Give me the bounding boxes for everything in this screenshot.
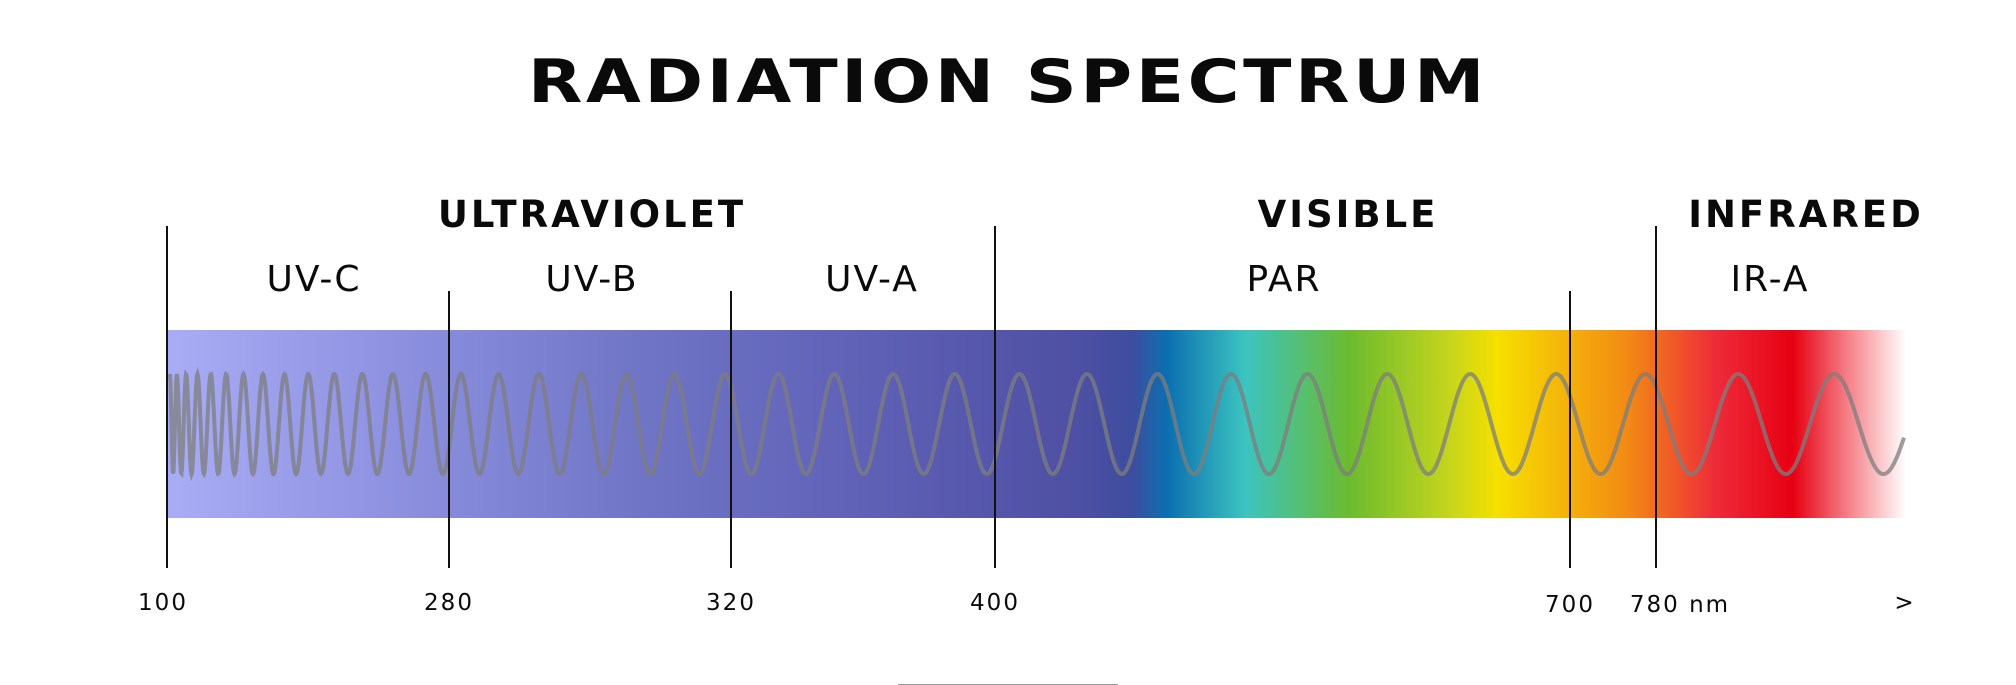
- tick-label-320: 320: [706, 590, 756, 616]
- spectrum-wave: [168, 367, 1906, 482]
- band-label-uv-c: UV-C: [266, 259, 362, 300]
- tick-label-400: 400: [970, 590, 1020, 616]
- tick-label-700: 700: [1545, 592, 1595, 618]
- tick-label-780-nm: 780 nm: [1629, 592, 1731, 618]
- band-label-ir-a: IR-A: [1730, 259, 1810, 300]
- tick-label-more: >: [1894, 590, 1916, 616]
- page-title: RADIATION SPECTRUM: [527, 47, 1489, 117]
- region-label-ultraviolet: ULTRAVIOLET: [437, 193, 747, 236]
- band-label-uv-b: UV-B: [545, 259, 639, 300]
- tick-label-280: 280: [424, 590, 474, 616]
- region-label-visible: VISIBLE: [1257, 193, 1439, 236]
- band-label-uv-a: UV-A: [825, 259, 919, 300]
- tick-label-100: 100: [138, 590, 188, 616]
- region-label-infrared: INFRARED: [1688, 193, 1924, 236]
- band-label-par: PAR: [1246, 259, 1322, 300]
